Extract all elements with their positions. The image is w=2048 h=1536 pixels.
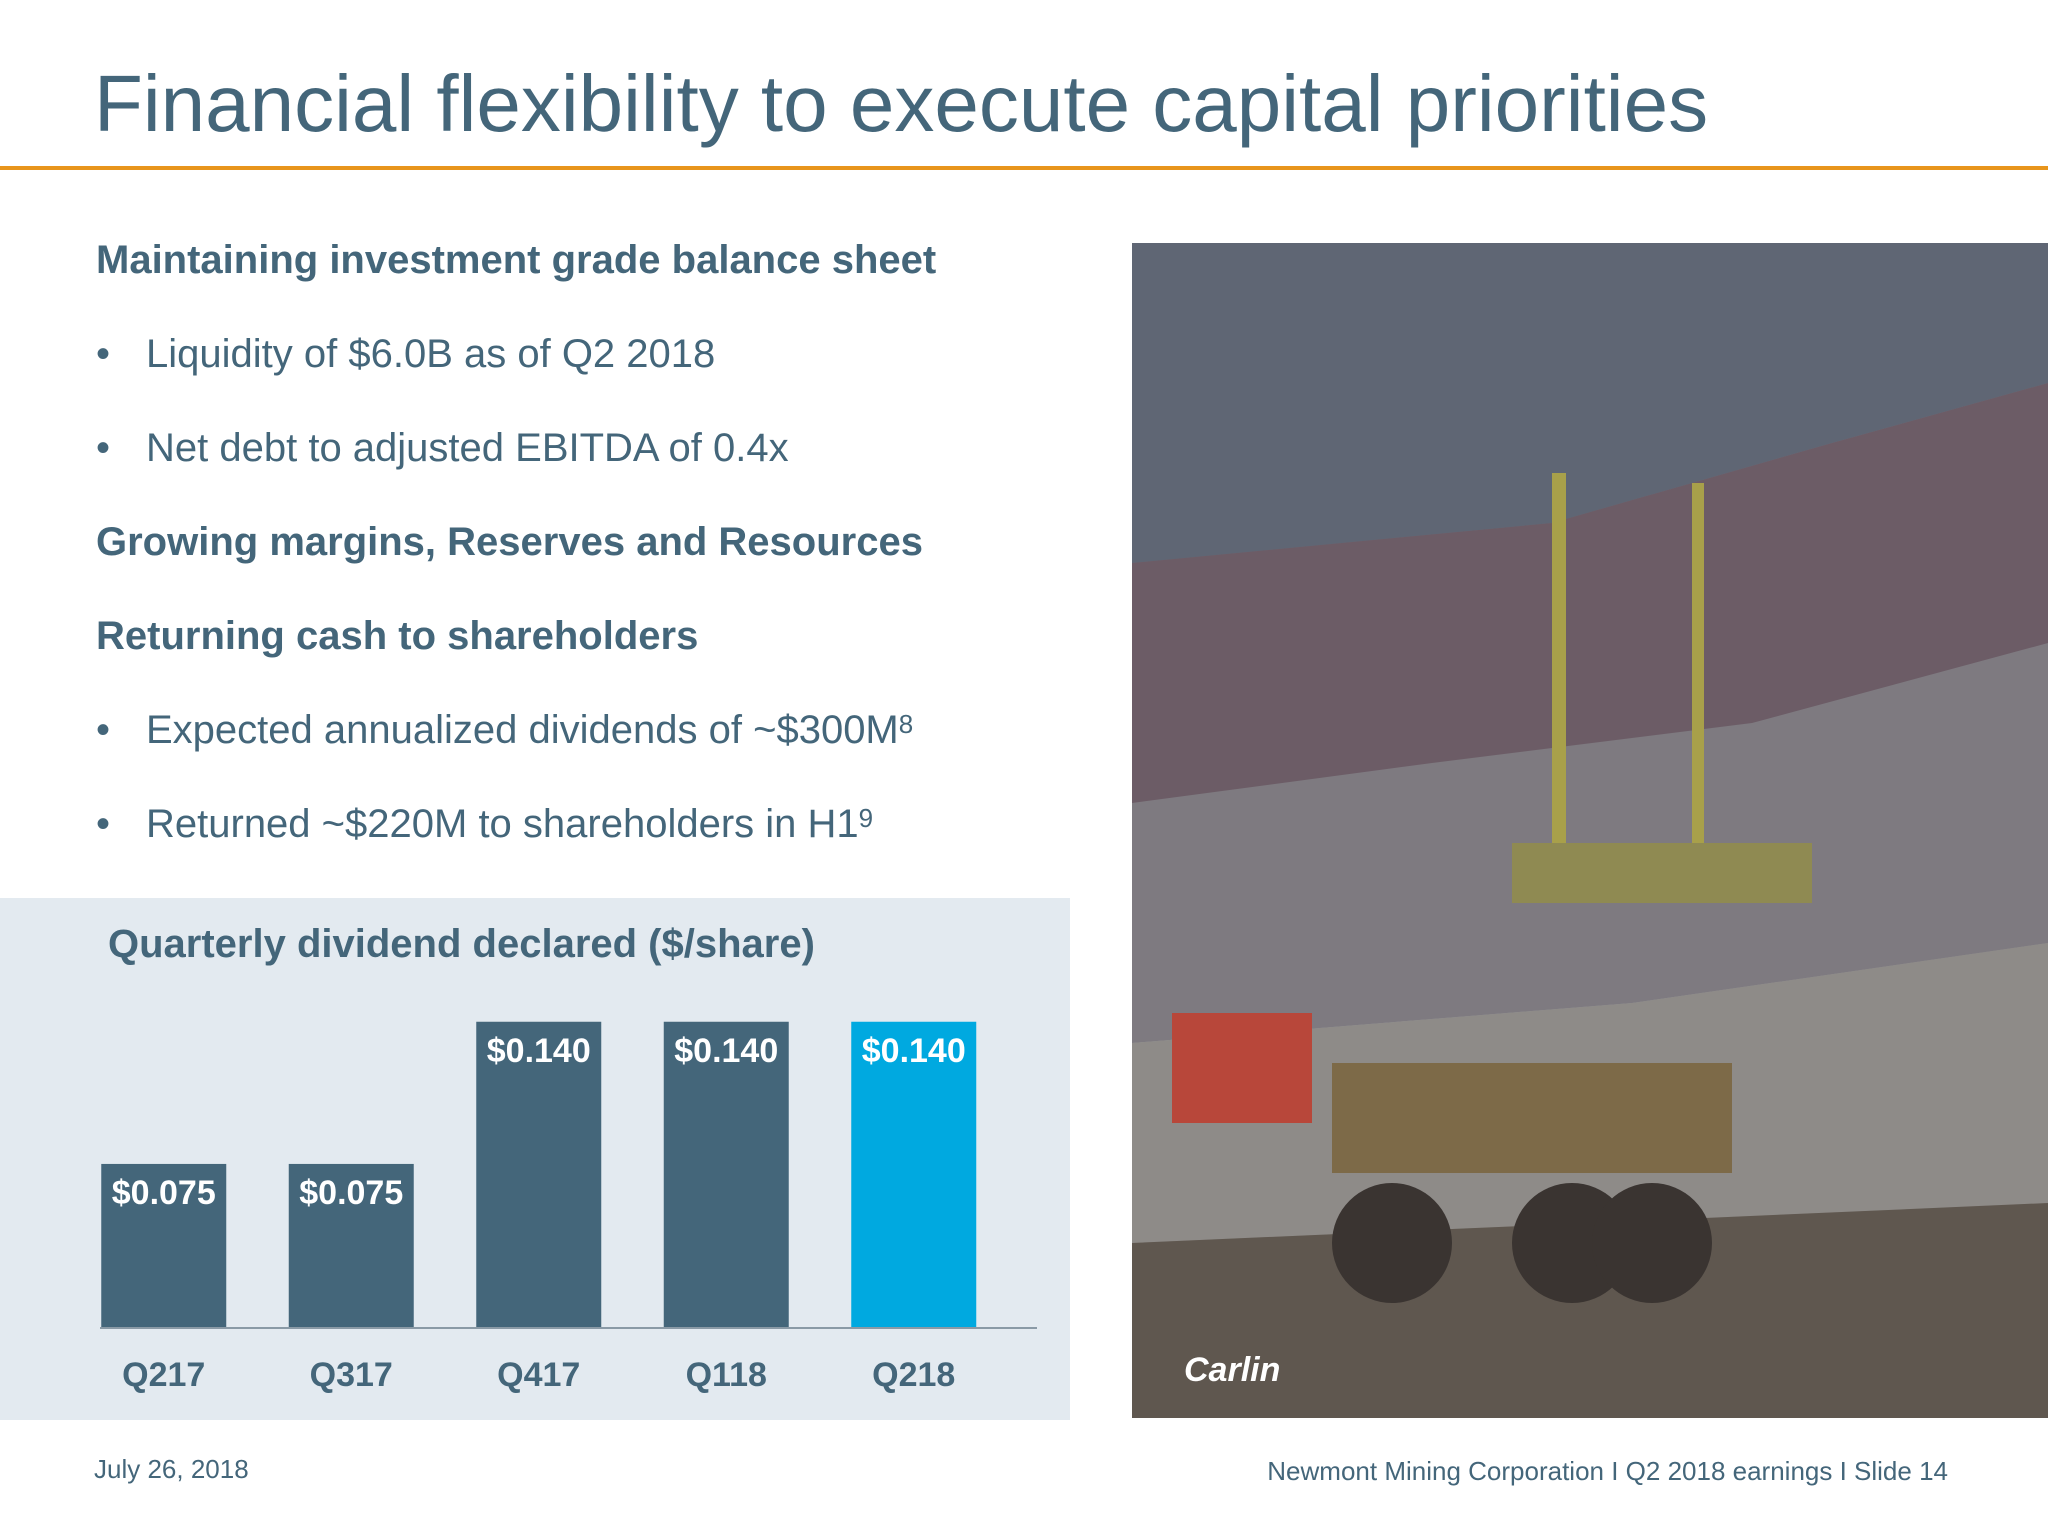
footer-info: Newmont Mining Corporation I Q2 2018 ear…	[1267, 1456, 1948, 1486]
slide-title: Financial flexibility to execute capital…	[94, 59, 1709, 148]
bar-q118	[663, 1021, 789, 1328]
mine-photo: Carlin	[1132, 243, 2048, 1418]
content-list: Maintaining investment grade balance she…	[96, 230, 1056, 888]
x-tick-label: Q217	[122, 1356, 205, 1394]
bar-value-label: $0.075	[112, 1174, 216, 1212]
footer-date: July 26, 2018	[94, 1454, 249, 1484]
bar-value-label: $0.075	[299, 1174, 403, 1212]
bullet-dot: •	[96, 802, 111, 846]
footnote-9: 9	[858, 803, 874, 833]
bar-value-label: $0.140	[862, 1032, 966, 1070]
bar-value-label: $0.140	[487, 1032, 591, 1070]
bullet-dot: •	[96, 426, 111, 470]
bullet-dividends: • Expected annualized dividends of ~$300…	[96, 700, 1056, 794]
dividend-bar-chart: $0.075 Q217 $0.075 Q317 $0.140 Q417 $0.140 Q118…	[100, 1021, 1037, 1394]
bar-q417	[476, 1021, 602, 1328]
photo-caption: Carlin	[1184, 1351, 1281, 1389]
bullet-liquidity: • Liquidity of $6.0B as of Q2 2018	[96, 324, 1056, 418]
bullet-returned: • Returned ~$220M to shareholders in H19	[96, 794, 1056, 888]
x-tick-label: Q118	[686, 1356, 767, 1394]
bullet-dividends-text: Expected annualized dividends of ~$300M	[146, 708, 899, 752]
bullet-dot: •	[96, 708, 111, 752]
bar-value-label: $0.140	[674, 1032, 778, 1070]
bar-q317	[288, 1163, 414, 1328]
heading-balance-sheet: Maintaining investment grade balance she…	[96, 238, 937, 282]
bullet-returned-text: Returned ~$220M to shareholders in H1	[146, 802, 859, 846]
bullet-liquidity-text: Liquidity of $6.0B as of Q2 2018	[146, 332, 716, 376]
x-tick-label: Q417	[497, 1356, 580, 1394]
heading-margins: Growing margins, Reserves and Resources	[96, 520, 923, 564]
dividend-chart-panel: Quarterly dividend declared ($/share) $0…	[0, 898, 1070, 1420]
bar-q218	[851, 1021, 977, 1328]
bullet-dot: •	[96, 332, 111, 376]
bar-q217	[101, 1163, 227, 1328]
mine-photo-illustration	[1132, 243, 2048, 1418]
bullet-net-debt: • Net debt to adjusted EBITDA of 0.4x	[96, 418, 1056, 512]
heading-returning-cash: Returning cash to shareholders	[96, 614, 699, 658]
title-divider	[0, 166, 2048, 170]
bullet-net-debt-text: Net debt to adjusted EBITDA of 0.4x	[146, 426, 789, 470]
x-tick-label: Q218	[872, 1356, 955, 1394]
chart-title: Quarterly dividend declared ($/share)	[108, 922, 815, 966]
x-tick-label: Q317	[310, 1356, 393, 1394]
footnote-8: 8	[898, 709, 914, 739]
